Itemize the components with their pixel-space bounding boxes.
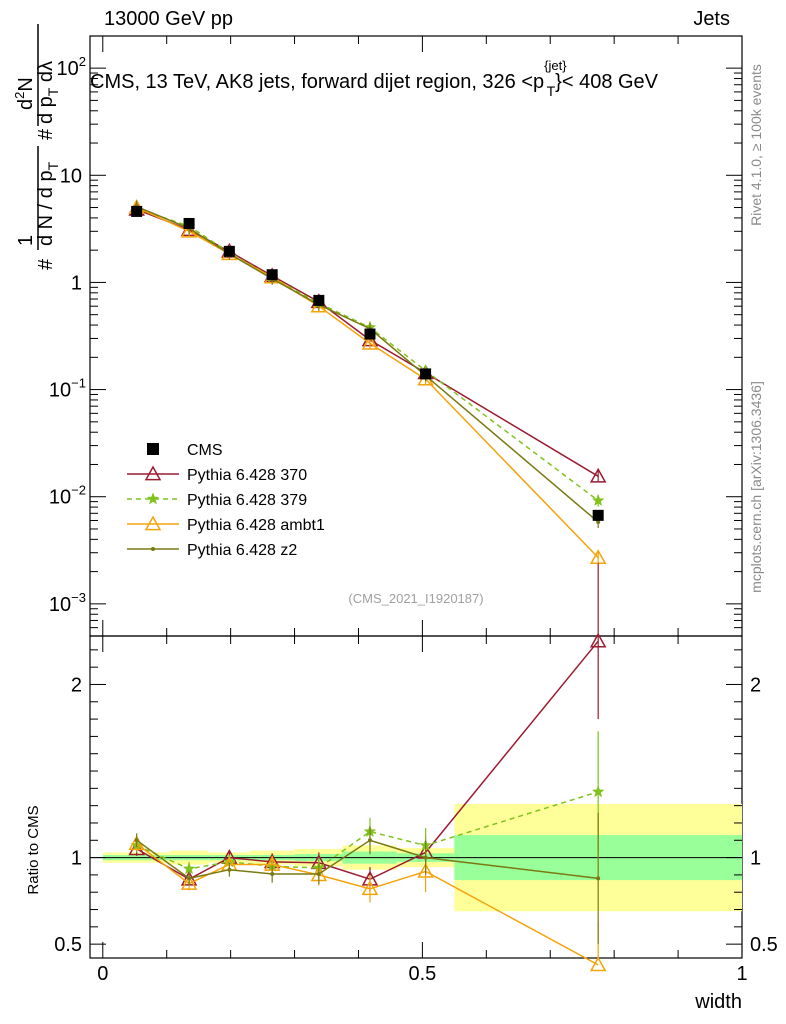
- series-point-2: [589, 549, 607, 564]
- legend-marker: [144, 515, 162, 531]
- x-tick-label: 1: [736, 963, 747, 985]
- bottom-ylabel: Ratio to CMS: [25, 805, 42, 894]
- ratio-point-3: [270, 872, 275, 877]
- ratio-point-3: [187, 876, 192, 881]
- ratio-line-2: [136, 843, 599, 966]
- cms-data-point: [364, 328, 376, 340]
- analysis-id: (CMS_2021_I1920187): [348, 591, 483, 606]
- series-point-0: [589, 467, 607, 483]
- ratio-y-tick-label-right: 2: [750, 674, 761, 696]
- title-sup: {jet}: [544, 58, 567, 73]
- cms-data-point: [592, 509, 604, 521]
- ratio-y-tick-label: 1: [71, 848, 82, 870]
- ratio-y-tick-label-right: 0.5: [750, 934, 778, 956]
- x-tick-label: 0: [97, 963, 108, 985]
- ylabel-t1: T: [45, 161, 61, 170]
- series-point-2: [361, 334, 379, 350]
- cms-data-point: [313, 294, 325, 306]
- top-y-tick-label: 10−1: [49, 376, 86, 402]
- series-point-1: [591, 493, 605, 506]
- legend-label: Pythia 6.428 ambt1: [187, 517, 325, 534]
- ratio-point-0: [589, 632, 607, 648]
- legend-label: CMS: [187, 442, 223, 459]
- series-line-1: [136, 207, 599, 502]
- ylabel-d2n-n: N: [15, 77, 37, 91]
- cms-data-point: [223, 245, 235, 257]
- top-y-tick-label: 102: [57, 54, 86, 80]
- ylabel-t2: T: [45, 87, 61, 96]
- svg-text:#: #: [35, 258, 57, 270]
- ylabel-d2n: d: [15, 99, 37, 110]
- ratio-point-3: [316, 872, 321, 877]
- cms-data-point: [131, 205, 143, 217]
- top-panel: 10−3 10−2 10−1 1 10 102 CMS Pythia 6.428 370 Pyt…: [49, 35, 743, 637]
- ratio-point-3: [596, 876, 601, 881]
- legend-marker: [151, 547, 155, 551]
- svg-text:d2N: d2N: [12, 77, 37, 110]
- legend-marker-cms: [147, 443, 159, 455]
- x-axis-label: width: [694, 991, 742, 1013]
- header-right: Jets: [693, 8, 730, 30]
- top-y-tick-label: 10−2: [49, 483, 86, 509]
- ratio-point-3: [134, 838, 139, 843]
- top-y-tick-label: 10: [60, 165, 82, 187]
- ylabel-d2n-sup: 2: [12, 92, 27, 99]
- ratio-point-2: [589, 956, 607, 972]
- top-y-tick-label: 1: [71, 272, 82, 294]
- ratio-frame: [89, 635, 743, 959]
- cms-data-point: [420, 368, 432, 380]
- top-ylabel-frac2: #: [35, 128, 57, 140]
- title-tail: }< 408 GeV: [555, 71, 659, 93]
- svg-text:d N / d pT: d N / d pT: [35, 161, 61, 246]
- cms-data-point: [266, 269, 278, 281]
- series-line-0: [136, 208, 599, 477]
- ratio-line-3: [136, 839, 599, 880]
- cms-data-point: [183, 217, 195, 229]
- ylabel-dpt: d p: [35, 96, 57, 124]
- title-sub: T: [547, 83, 556, 99]
- ratio-point-0: [128, 840, 145, 856]
- ratio-panel: 0 0.5 10.5 0.51 12 2: [54, 563, 778, 985]
- ylabel-hash2: #: [35, 128, 57, 140]
- top-ylabel-frac1: 1 d N / d pT: [15, 146, 61, 250]
- legend-label: Pythia 6.428 z2: [187, 542, 297, 559]
- legend-label: Pythia 6.428 379: [187, 492, 307, 509]
- legend-marker: [146, 492, 160, 505]
- ratio-line-0: [136, 640, 599, 881]
- ratio-point-1: [182, 862, 196, 875]
- ratio-point-2: [417, 862, 434, 878]
- side-label-rivet: Rivet 4.1.0, ≥ 100k events: [748, 64, 764, 226]
- legend-label: Pythia 6.428 370: [187, 467, 307, 484]
- header-left: 13000 GeV pp: [104, 8, 233, 30]
- ratio-y-tick-label: 2: [71, 674, 82, 696]
- ratio-point-3: [227, 867, 232, 872]
- ratio-line-1: [136, 791, 599, 870]
- ylabel-one: 1: [15, 235, 37, 246]
- top-ylabel: #: [35, 258, 57, 270]
- side-label-mcplots: mcplots.cern.ch [arXiv:1306.3436]: [748, 381, 764, 593]
- top-y-tick-label: 10−3: [49, 590, 86, 616]
- ylabel-dndpt: d N / d p: [35, 170, 57, 246]
- ratio-point-2: [361, 880, 379, 896]
- ratio-point-3: [423, 855, 428, 860]
- series-line-3: [136, 205, 599, 523]
- top-ylabel-frac3: d2N d pT dλ: [12, 24, 61, 126]
- x-tick-label: 0.5: [408, 963, 436, 985]
- ylabel-dl: dλ: [35, 61, 57, 88]
- legend-marker: [144, 465, 162, 481]
- ratio-y-tick-label: 0.5: [54, 934, 82, 956]
- ratio-y-tick-label-right: 1: [750, 848, 761, 870]
- chart-title: CMS, 13 TeV, AK8 jets, forward dijet reg…: [90, 58, 659, 99]
- ratio-point-3: [367, 838, 372, 843]
- ylabel-hash1: #: [35, 258, 57, 270]
- ratio-point-1: [591, 785, 605, 798]
- series-point-3: [596, 520, 601, 525]
- svg-text:d pT dλ: d pT dλ: [35, 61, 61, 124]
- ratio-point-2: [180, 875, 198, 890]
